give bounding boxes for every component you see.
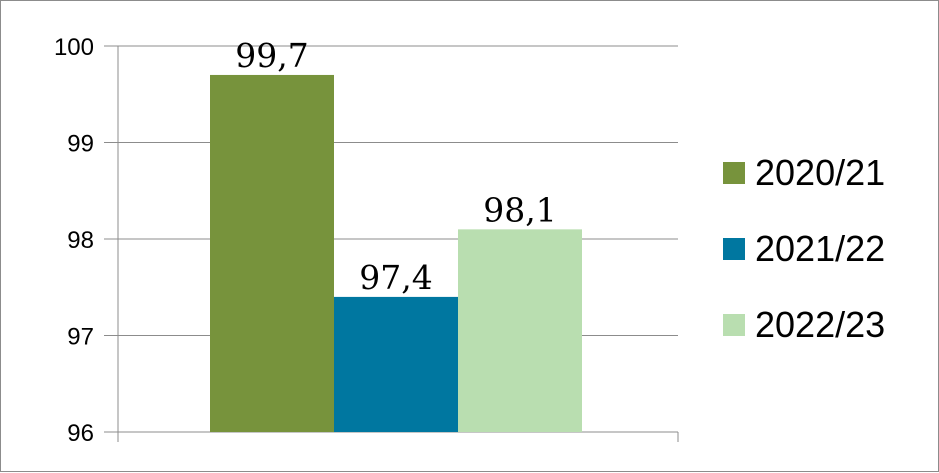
y-tick-label: 98 bbox=[67, 227, 94, 254]
data-label: 97,4 bbox=[359, 258, 432, 297]
y-tick-label: 99 bbox=[67, 131, 94, 158]
legend-swatch-2022-23 bbox=[723, 314, 745, 336]
legend-label: 2020/21 bbox=[755, 152, 885, 193]
bar-2022-23 bbox=[458, 229, 582, 432]
bar-2021-22 bbox=[334, 296, 458, 432]
data-label: 99,7 bbox=[235, 36, 308, 75]
bar-2020-21 bbox=[210, 74, 334, 432]
y-tick-label: 100 bbox=[54, 34, 94, 61]
y-tick-label: 97 bbox=[67, 324, 94, 351]
data-label: 98,1 bbox=[483, 190, 556, 229]
legend-label: 2021/22 bbox=[755, 228, 885, 269]
legend-swatch-2020-21 bbox=[723, 162, 745, 184]
legend-swatch-2021-22 bbox=[723, 238, 745, 260]
y-tick-label: 96 bbox=[67, 420, 94, 447]
legend-label: 2022/23 bbox=[755, 304, 885, 345]
